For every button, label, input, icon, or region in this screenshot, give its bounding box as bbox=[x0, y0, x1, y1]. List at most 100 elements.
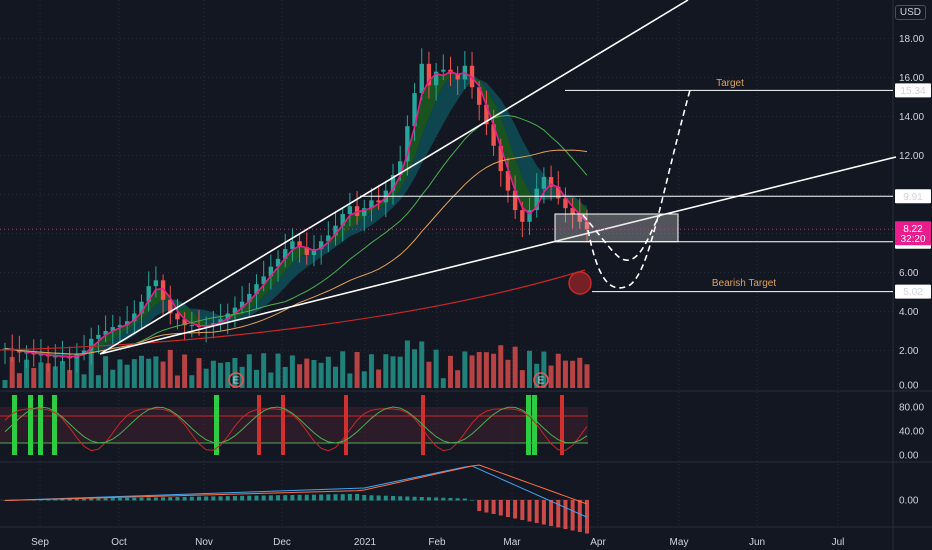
price-axis: 2.004.006.008.0010.0012.0014.0016.0018.0… bbox=[895, 34, 931, 507]
earnings-marker bbox=[228, 372, 244, 388]
macd-panel bbox=[0, 464, 589, 534]
oscillator-signal-green bbox=[12, 395, 17, 455]
bearish-target-circle bbox=[568, 271, 592, 295]
candle-body bbox=[160, 280, 166, 300]
volume-bar bbox=[261, 353, 267, 388]
candle-body bbox=[426, 63, 432, 86]
candle-body bbox=[340, 214, 345, 226]
macd-hist-bar bbox=[146, 497, 151, 501]
macd-hist-bar bbox=[505, 500, 510, 517]
macd-hist-bar bbox=[53, 499, 58, 501]
macd-hist-bar bbox=[319, 494, 324, 501]
macd-hist-bar bbox=[189, 496, 194, 501]
candle-body bbox=[505, 171, 511, 191]
candle-body bbox=[182, 319, 187, 326]
volume-bar bbox=[397, 356, 403, 388]
volume-bar bbox=[505, 359, 511, 388]
macd-hist-bar bbox=[103, 498, 108, 501]
candle-body bbox=[397, 161, 403, 175]
price-tick-label: 18.00 bbox=[899, 34, 924, 45]
volume-bar bbox=[340, 351, 346, 388]
macd-hist-bar bbox=[117, 498, 122, 501]
macd-hist-bar bbox=[283, 495, 288, 501]
volume-bar bbox=[24, 359, 30, 388]
candle-body bbox=[527, 210, 532, 222]
volume-bar bbox=[577, 357, 583, 388]
time-tick-label: Sep bbox=[31, 537, 49, 548]
macd-hist-bar bbox=[89, 498, 94, 501]
volume-bar bbox=[433, 349, 439, 388]
currency-badge[interactable]: USD bbox=[894, 5, 926, 20]
candle-body bbox=[412, 93, 417, 127]
projection-path-1 bbox=[582, 214, 661, 261]
candle-body bbox=[534, 188, 539, 211]
candle-body bbox=[347, 206, 353, 214]
candle-body bbox=[290, 241, 295, 250]
oscillator-signal-green bbox=[52, 395, 57, 455]
macd-hist-bar bbox=[412, 496, 417, 501]
candle-body bbox=[563, 198, 568, 209]
macd-hist-bar bbox=[355, 493, 360, 501]
candle-body bbox=[96, 334, 101, 339]
macd-hist-bar bbox=[470, 500, 475, 501]
volume-bar bbox=[404, 340, 410, 388]
volume-bar bbox=[361, 371, 367, 388]
candle-body bbox=[584, 221, 590, 230]
macd-hist-bar bbox=[218, 496, 223, 501]
volume-bar bbox=[483, 352, 489, 388]
macd-hist-bar bbox=[168, 497, 173, 501]
macd-hist-bar bbox=[347, 494, 352, 501]
volume-bar bbox=[347, 373, 353, 388]
trend-drawings[interactable]: Target Bearish Target bbox=[0, 0, 897, 355]
macd-hist-bar bbox=[477, 500, 482, 511]
candle-body bbox=[103, 331, 108, 335]
bearish-target-annotation: Bearish Target bbox=[712, 278, 777, 289]
candle-body bbox=[239, 301, 245, 308]
volume-bar bbox=[297, 364, 303, 388]
volume-bar bbox=[512, 346, 518, 388]
candle-body bbox=[218, 319, 223, 324]
macd-hist-bar bbox=[549, 500, 554, 526]
candle-body bbox=[81, 350, 87, 355]
candle-body bbox=[498, 145, 503, 172]
oscillator-panel bbox=[0, 395, 588, 455]
macd-hist-bar bbox=[82, 498, 87, 501]
volume-bar bbox=[182, 354, 188, 388]
volume-bar bbox=[253, 369, 259, 388]
candle-body bbox=[376, 200, 381, 203]
volume-bar bbox=[527, 350, 533, 388]
volume-bar bbox=[117, 359, 123, 388]
time-tick-label: Apr bbox=[590, 537, 606, 548]
macd-hist-bar bbox=[426, 497, 431, 501]
macd-hist-bar bbox=[254, 495, 259, 501]
volume-bar bbox=[139, 355, 145, 388]
volume-bar bbox=[103, 356, 109, 388]
candle-body bbox=[254, 284, 259, 294]
macd-tick-label: 0.00 bbox=[899, 496, 919, 507]
candlesticks bbox=[2, 48, 590, 374]
trendline-shallow bbox=[99, 156, 897, 355]
volume-bar bbox=[124, 364, 130, 388]
price-level-label: 9.91 bbox=[903, 192, 923, 203]
macd-hist-bar bbox=[484, 500, 489, 513]
oscillator-signal-red bbox=[281, 395, 285, 455]
volume-bar bbox=[354, 352, 360, 388]
candle-body bbox=[577, 214, 583, 222]
macd-hist-bar bbox=[577, 500, 582, 532]
consolidation-box bbox=[554, 213, 679, 243]
price-level-tag bbox=[895, 284, 931, 299]
volume-bar bbox=[519, 370, 525, 388]
volume-bar bbox=[160, 361, 166, 388]
macd-hist-bar bbox=[290, 495, 295, 501]
candle-body bbox=[232, 307, 238, 314]
candle-body bbox=[297, 241, 302, 248]
ma-short-line bbox=[4, 70, 588, 358]
price-level-tag bbox=[895, 189, 931, 204]
macd-hist-bar bbox=[211, 496, 216, 501]
earnings-label: E bbox=[233, 376, 240, 387]
macd-hist-bar bbox=[534, 500, 539, 523]
oscillator-tick-label: 40.00 bbox=[899, 427, 924, 438]
green-ma-band bbox=[5, 71, 587, 358]
time-tick-label: Feb bbox=[428, 537, 446, 548]
